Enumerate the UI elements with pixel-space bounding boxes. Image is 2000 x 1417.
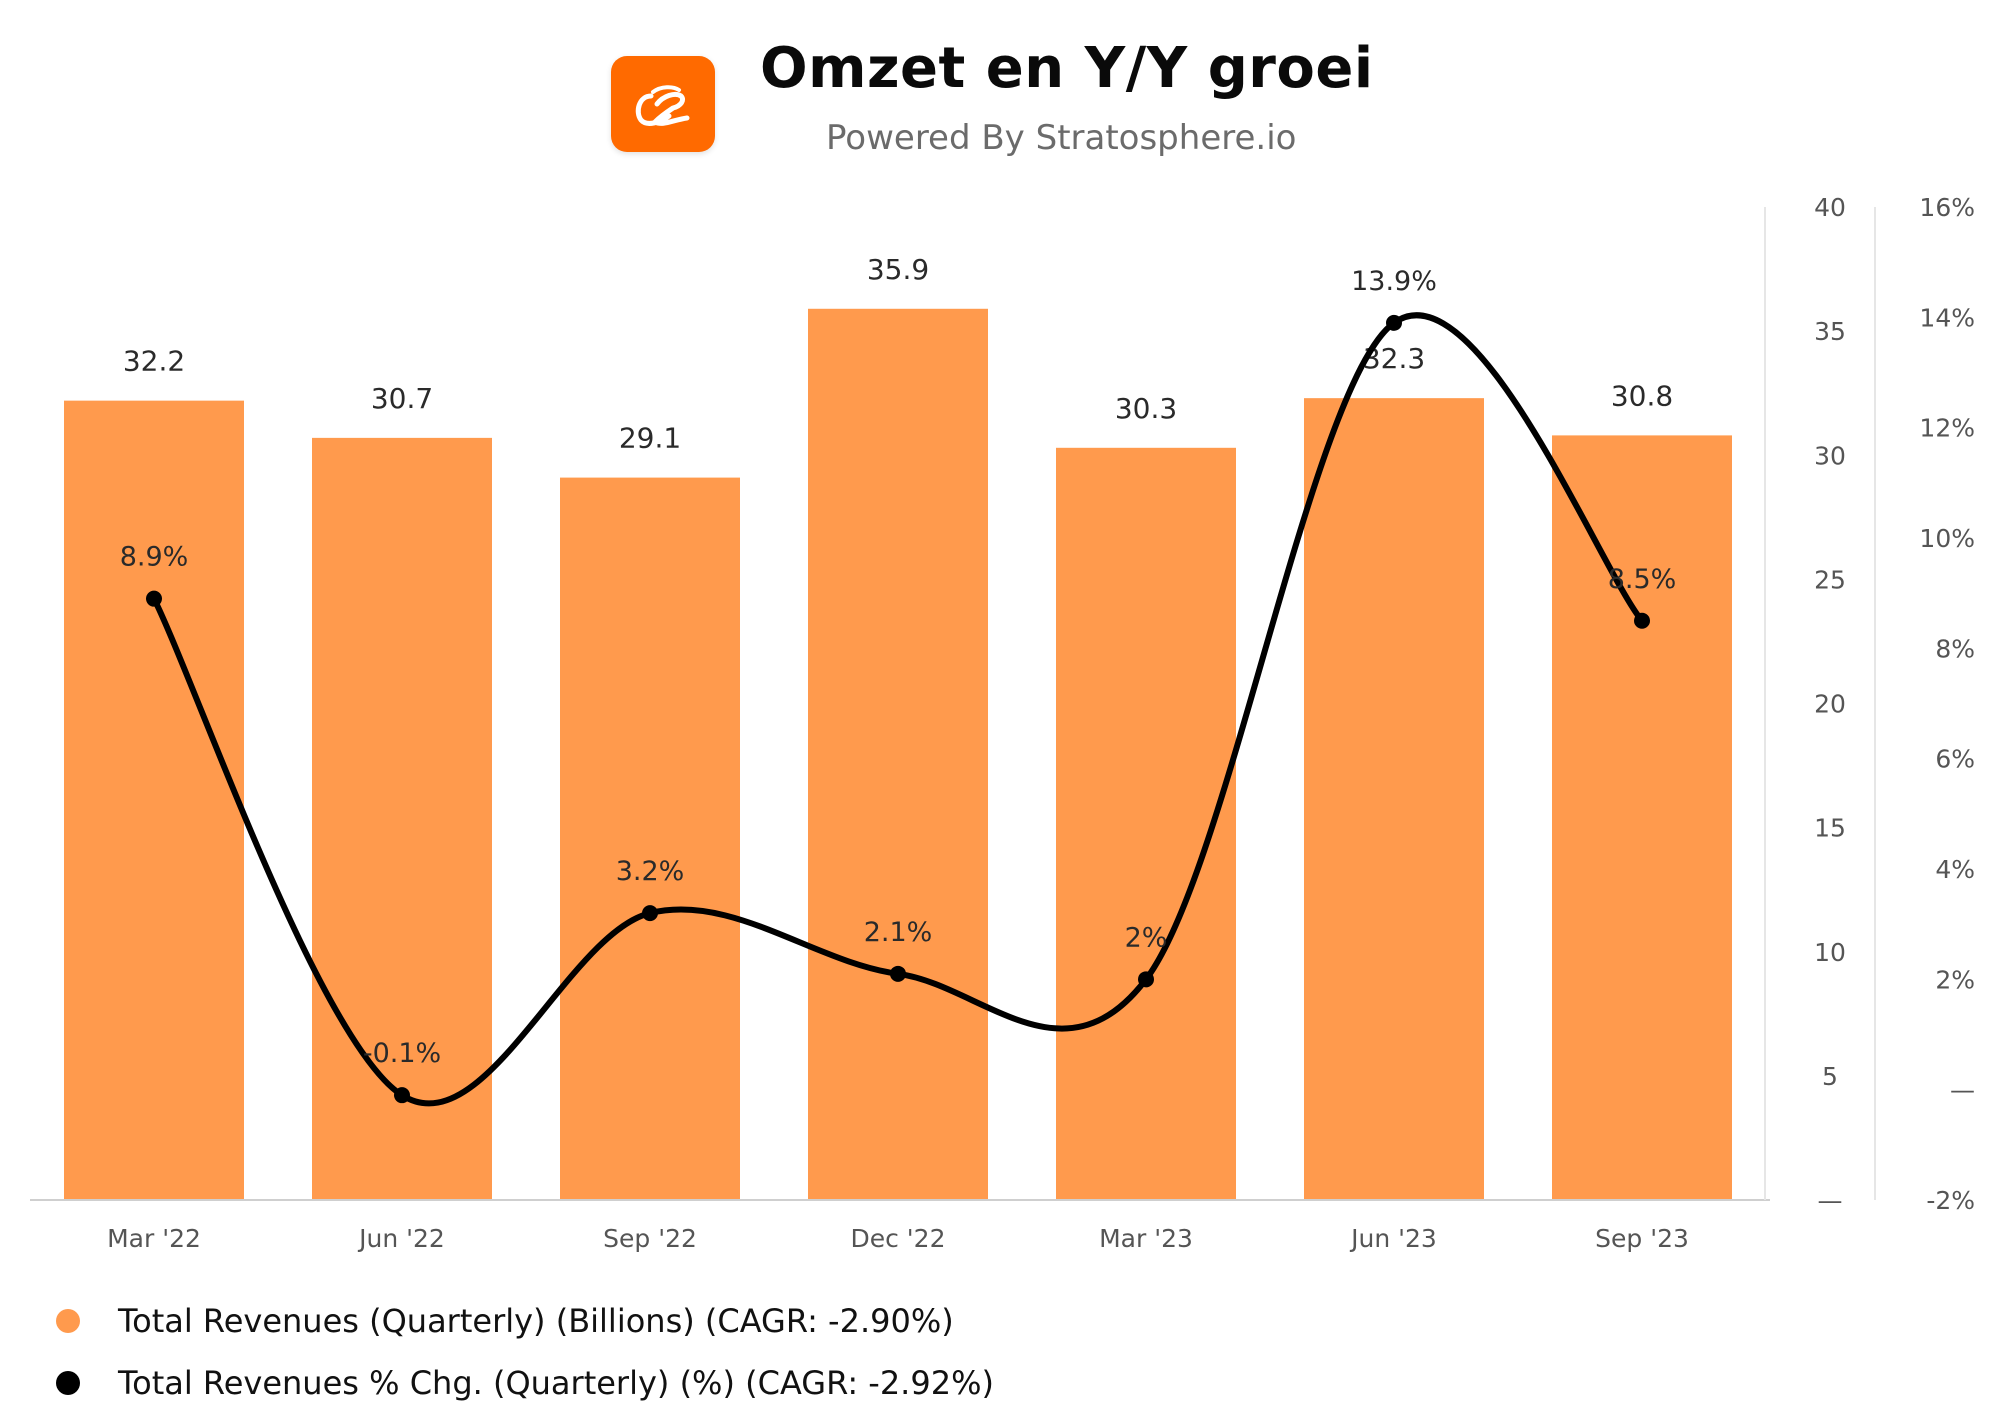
bar-3 (808, 308, 988, 1201)
legend-item-revenue[interactable]: Total Revenues (Quarterly) (Billions) (C… (56, 1290, 994, 1352)
chart-title: Omzet en Y/Y groei (760, 36, 1374, 101)
legend-label-growth: Total Revenues % Chg. (Quarterly) (%) (C… (118, 1364, 994, 1402)
left-axis-tick-label: 20 (1814, 690, 1846, 719)
bar-2 (560, 477, 740, 1200)
left-axis-tick-label: 40 (1814, 193, 1846, 222)
chart-subtitle: Powered By Stratosphere.io (826, 118, 1297, 158)
left-axis-tick-label: — (1818, 1186, 1843, 1215)
chart-header: Omzet en Y/Y groei Powered By Stratosphe… (0, 0, 2000, 180)
bar-value-label: 35.9 (867, 253, 929, 286)
growth-point-3 (890, 965, 906, 982)
x-tick-label: Sep '23 (1595, 1224, 1689, 1253)
axes: Mar '22 Jun '22 Sep '22 Dec '22 Mar '23 Jun '… (30, 193, 1975, 1253)
alibaba-logo-icon (611, 56, 715, 152)
bar-6 (1552, 435, 1732, 1200)
bar-series (64, 308, 1732, 1201)
x-tick-label: Mar '23 (1099, 1224, 1193, 1253)
growth-value-label: 3.2% (616, 856, 685, 887)
chart-legend: Total Revenues (Quarterly) (Billions) (C… (56, 1290, 994, 1414)
right-axis-tick-label: 4% (1935, 855, 1975, 884)
legend-item-growth[interactable]: Total Revenues % Chg. (Quarterly) (%) (C… (56, 1352, 994, 1414)
bar-value-label: 30.8 (1611, 379, 1673, 412)
growth-point-0 (146, 590, 162, 607)
right-axis-tick-label: -2% (1926, 1186, 1975, 1215)
growth-point-4 (1138, 971, 1154, 988)
growth-point-5 (1386, 314, 1402, 331)
line-series (146, 312, 1650, 1107)
bar-value-label: 32.2 (123, 345, 185, 378)
right-axis-tick-label: 8% (1935, 634, 1975, 663)
growth-value-label: 8.9% (120, 542, 189, 573)
right-axis-tick-label: 14% (1919, 303, 1975, 332)
left-axis-tick-label: 35 (1814, 317, 1846, 346)
x-tick-label: Sep '22 (603, 1224, 697, 1253)
right-axis-tick-label: 10% (1919, 524, 1975, 553)
x-tick-label: Mar '22 (107, 1224, 201, 1253)
growth-value-label: -0.1% (363, 1038, 441, 1069)
growth-value-label: 2.1% (864, 917, 933, 948)
bar-0 (64, 400, 244, 1200)
growth-point-2 (642, 905, 658, 922)
x-tick-label: Jun '23 (1349, 1224, 1437, 1253)
left-axis-tick-label: 5 (1822, 1062, 1838, 1091)
bar-1 (312, 437, 492, 1200)
right-axis-tick-label: — (1950, 1076, 1975, 1105)
left-axis-tick-label: 10 (1814, 938, 1846, 967)
bar-5 (1304, 398, 1484, 1201)
bar-value-label: 30.7 (371, 382, 433, 415)
right-axis-tick-label: 6% (1935, 745, 1975, 774)
growth-point-1 (394, 1087, 410, 1104)
line-value-labels: 8.9% -0.1% 3.2% 2.1% 2% 13.9% 8.5% (120, 266, 1677, 1069)
growth-value-label: 13.9% (1351, 266, 1437, 297)
right-axis-tick-label: 16% (1919, 193, 1975, 222)
growth-value-label: 2% (1125, 922, 1168, 953)
growth-point-6 (1634, 612, 1650, 629)
bar-value-labels: 32.230.729.135.930.332.330.8 (123, 253, 1673, 455)
left-axis-tick-label: 25 (1814, 565, 1846, 594)
growth-value-label: 8.5% (1608, 564, 1677, 595)
legend-swatch-growth (56, 1371, 80, 1395)
x-tick-label: Dec '22 (850, 1224, 945, 1253)
x-tick-label: Jun '22 (357, 1224, 445, 1253)
bar-value-label: 30.3 (1115, 392, 1177, 425)
bar-4 (1056, 447, 1236, 1200)
right-axis-tick-label: 2% (1935, 965, 1975, 994)
right-axis-tick-label: 12% (1919, 414, 1975, 443)
left-axis-tick-label: 15 (1814, 814, 1846, 843)
left-axis-tick-label: 30 (1814, 441, 1846, 470)
legend-swatch-revenue (56, 1309, 80, 1333)
legend-label-revenue: Total Revenues (Quarterly) (Billions) (C… (118, 1302, 954, 1340)
bar-value-label: 29.1 (619, 422, 681, 455)
